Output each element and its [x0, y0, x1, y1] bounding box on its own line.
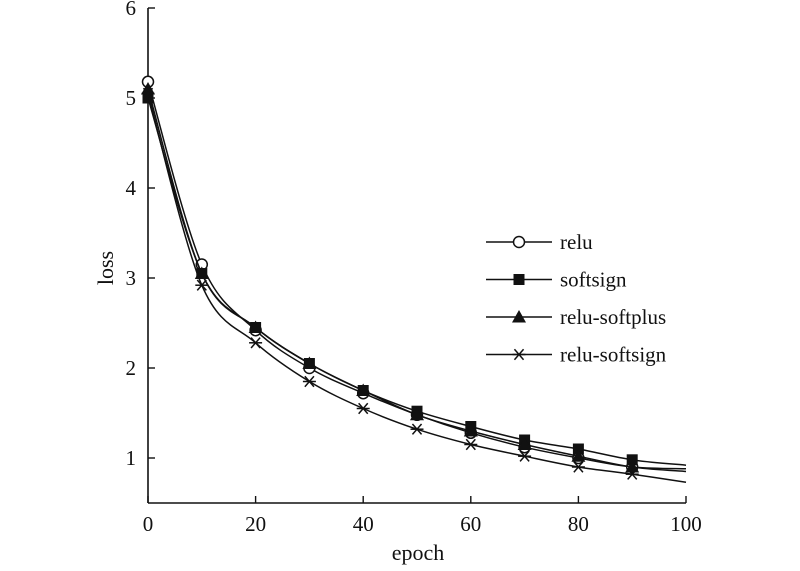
legend-marker: [513, 274, 525, 285]
series-layer: [141, 75, 687, 484]
data-point: [518, 450, 532, 462]
y-tick-label: 3: [126, 266, 137, 290]
x-tick-label: 100: [670, 512, 702, 536]
data-point: [410, 407, 424, 421]
series-relu-softsign: [141, 87, 687, 484]
y-tick-label: 5: [126, 86, 137, 110]
legend-marker: [512, 310, 526, 323]
legend-marker: [512, 235, 526, 249]
legend-label: relu: [560, 230, 593, 254]
legend-label: relu-softplus: [560, 305, 666, 329]
data-point: [248, 320, 263, 333]
x-tick-label: 60: [460, 512, 481, 536]
data-point: [142, 92, 154, 104]
y-tick-label: 4: [126, 176, 137, 200]
y-tick-label: 6: [126, 0, 137, 20]
x-tick-label: 20: [245, 512, 266, 536]
data-point: [141, 87, 155, 100]
data-point: [356, 402, 370, 415]
data-point: [249, 337, 263, 349]
axes: 0 20 40 60 80 100 1 2 3 4 5 6: [126, 0, 702, 536]
legend-label: softsign: [560, 268, 627, 292]
y-axis-title: loss: [93, 251, 118, 285]
legend-item-relu-softsign: relu-softsign: [486, 343, 667, 367]
data-point: [625, 468, 639, 480]
x-tick-label: 0: [143, 512, 154, 536]
legend-marker: [512, 348, 526, 361]
data-point: [571, 449, 586, 462]
x-axis-title: epoch: [392, 540, 445, 565]
data-point: [463, 424, 478, 437]
data-point: [626, 454, 638, 466]
data-point: [302, 356, 317, 369]
data-point: [195, 279, 209, 291]
y-tick-label: 1: [126, 446, 137, 470]
legend-label: relu-softsign: [560, 343, 667, 367]
data-point: [464, 438, 478, 451]
x-tick-label: 80: [568, 512, 589, 536]
data-point: [410, 423, 424, 435]
data-point: [141, 82, 155, 95]
data-point: [302, 375, 316, 388]
legend-item-relu: relu: [486, 230, 593, 254]
legend-item-relu-softplus: relu-softplus: [486, 305, 666, 329]
legend: relu softsign relu-softplus relu-softsign: [486, 230, 667, 367]
data-point: [571, 461, 585, 473]
legend-item-softsign: softsign: [486, 268, 627, 292]
y-tick-label: 2: [126, 356, 137, 380]
x-tick-label: 40: [353, 512, 374, 536]
data-point: [517, 437, 532, 450]
data-point: [572, 443, 584, 455]
data-point: [356, 383, 371, 396]
